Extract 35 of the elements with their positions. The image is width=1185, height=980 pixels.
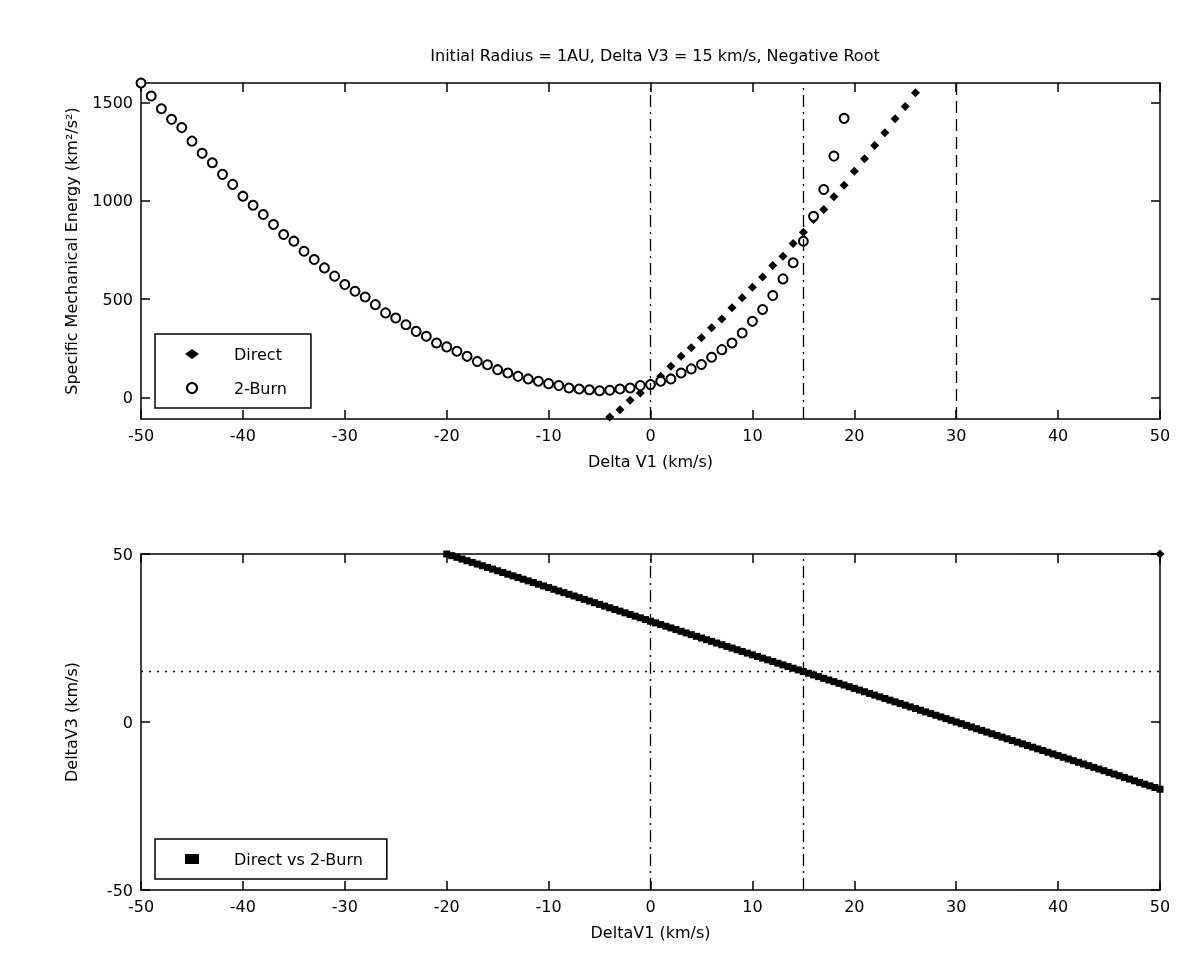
x-tick-label: 40 (1047, 896, 1069, 916)
x-tick-label: -30 (331, 425, 358, 445)
x-tick-label: 10 (742, 425, 763, 445)
chart-title: Initial Radius = 1AU, Delta V3 = 15 km/s, Negative Root (430, 45, 880, 65)
y-tick-label: -50 (106, 880, 133, 900)
x-tick-label: -20 (433, 425, 460, 445)
y-axis-title: Specific Mechanical Energy (km²/s²) (61, 107, 81, 395)
x-axis-title: DeltaV1 (km/s) (590, 922, 711, 942)
x-tick-label: 30 (946, 425, 967, 445)
x-tick-label: -30 (331, 896, 358, 916)
y-tick-label: 500 (102, 289, 133, 309)
x-tick-label: -20 (433, 896, 460, 916)
x-tick-label: -10 (535, 425, 562, 445)
y-tick-label: 1000 (92, 191, 133, 211)
x-axis-title: Delta V1 (km/s) (587, 451, 714, 471)
x-tick-label: 30 (946, 896, 967, 916)
x-tick-label: 50 (1149, 896, 1171, 916)
x-tick-label: 40 (1047, 425, 1069, 445)
x-tick-label: -40 (229, 425, 256, 445)
legend-label: Direct (234, 344, 282, 364)
x-tick-label: 0 (645, 896, 656, 916)
legend-label: 2-Burn (234, 378, 287, 398)
y-tick-label: 1500 (92, 93, 133, 113)
x-tick-label: 20 (844, 425, 865, 445)
y-tick-label: 50 (112, 544, 133, 564)
x-tick-label: -10 (535, 896, 562, 916)
x-tick-label: 20 (844, 896, 865, 916)
x-tick-label: 50 (1149, 425, 1171, 445)
y-tick-label: 0 (122, 387, 133, 407)
x-tick-label: 0 (645, 425, 656, 445)
y-axis-title: DeltaV3 (km/s) (61, 662, 81, 782)
y-tick-label: 0 (122, 712, 133, 732)
legend-label: Direct vs 2-Burn (234, 849, 363, 869)
x-tick-label: 10 (742, 896, 763, 916)
x-tick-label: -40 (229, 896, 256, 916)
